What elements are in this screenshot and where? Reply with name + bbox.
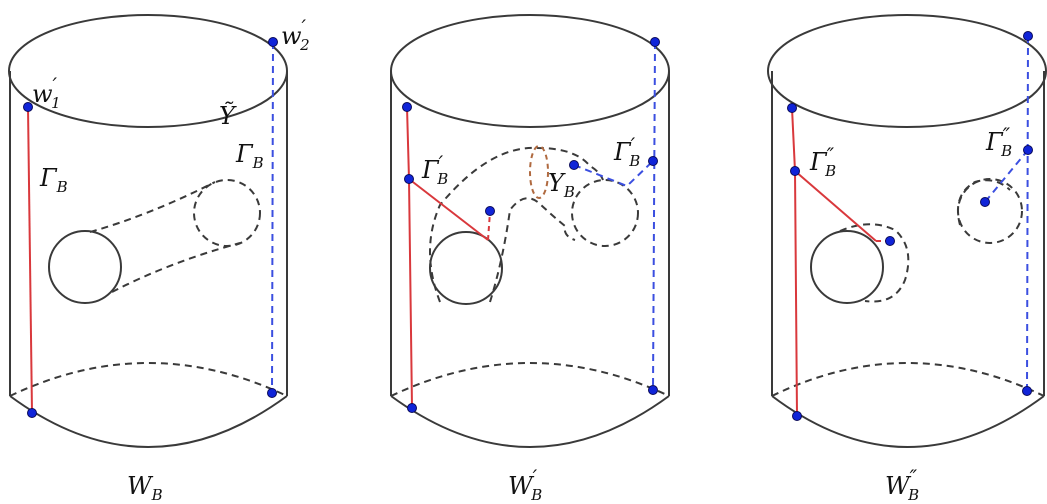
- front-hole: [48, 230, 122, 304]
- bottom-back-arc: [771, 362, 1045, 397]
- tube-upper: [89, 181, 216, 233]
- label-w2: w′ 2: [281, 15, 310, 54]
- point-blue-end: [980, 197, 990, 207]
- bottom-front-arc: [9, 395, 288, 448]
- point-red-junction: [790, 166, 800, 176]
- front-hole: [810, 230, 884, 304]
- panel-wb: w′ 1 w′ 2 Ỹ ΓB ΓB WB: [8, 14, 310, 504]
- point-top-left: [787, 103, 797, 113]
- tube-inner: [489, 197, 576, 303]
- bottom-back-arc: [390, 362, 670, 397]
- gamma-b-double-prime-blue-path: [1026, 35, 1029, 392]
- back-hole: [193, 179, 261, 247]
- point-bottom-left: [407, 403, 417, 413]
- label-w1: w′ 1: [32, 73, 61, 112]
- bottom-back-arc: [9, 362, 288, 397]
- back-hole: [571, 179, 639, 247]
- point-top-right: [650, 37, 660, 47]
- point-bottom-left: [27, 408, 37, 418]
- tube-outer: [429, 146, 604, 303]
- point-blue-end: [569, 160, 579, 170]
- bottom-front-arc: [390, 395, 670, 448]
- gamma-b-red-path: [27, 106, 33, 414]
- label-gamma-right: Γ′ B: [613, 133, 640, 170]
- label-gamma-right: ΓB: [235, 140, 264, 172]
- point-bottom-right: [648, 385, 658, 395]
- point-bottom-right: [267, 388, 277, 398]
- gamma-b-prime-blue-path: [652, 41, 656, 391]
- caption-wb: WB: [127, 472, 163, 504]
- top-rim: [390, 14, 670, 128]
- label-y-tilde: Ỹ: [219, 101, 237, 130]
- tube-lower: [111, 242, 241, 293]
- point-blue-junction: [648, 156, 658, 166]
- point-red-end: [485, 206, 495, 216]
- point-w2: [268, 37, 278, 47]
- point-blue-junction: [1023, 145, 1033, 155]
- red-branch-hidden: [487, 211, 491, 241]
- bottom-front-arc: [771, 395, 1045, 448]
- label-yb: YB: [548, 169, 575, 201]
- label-gamma-left: Γ″ B: [809, 143, 836, 180]
- label-gamma-right: Γ″ B: [985, 123, 1012, 160]
- front-hole-shell: [839, 223, 910, 303]
- label-gamma-left: ΓB: [39, 164, 68, 196]
- point-top-left: [402, 102, 412, 112]
- point-top-right: [1023, 31, 1033, 41]
- caption-wb-double-prime: W″ B: [885, 465, 919, 504]
- gamma-b-blue-path: [271, 41, 274, 394]
- gamma-b-double-prime-red-path: [791, 107, 798, 417]
- point-w1: [23, 102, 33, 112]
- point-bottom-left: [792, 411, 802, 421]
- red-branch: [794, 170, 877, 242]
- point-red-end: [885, 236, 895, 246]
- caption-wb-prime: W′ B: [508, 465, 542, 504]
- label-gamma-left: Γ′ B: [421, 151, 448, 188]
- panel-wb-prime: Γ′ B Γ′ B YB W′ B: [390, 14, 670, 504]
- loop-yb: [529, 145, 549, 199]
- top-rim: [767, 14, 1047, 128]
- front-hole: [429, 231, 503, 305]
- red-branch: [408, 178, 489, 241]
- point-red-junction: [404, 174, 414, 184]
- gamma-b-prime-red-path: [406, 106, 413, 409]
- back-hole-shell: [956, 179, 1011, 226]
- panel-wb-double-prime: Γ″ B Γ″ B W″ B: [767, 14, 1047, 504]
- point-bottom-right: [1022, 386, 1032, 396]
